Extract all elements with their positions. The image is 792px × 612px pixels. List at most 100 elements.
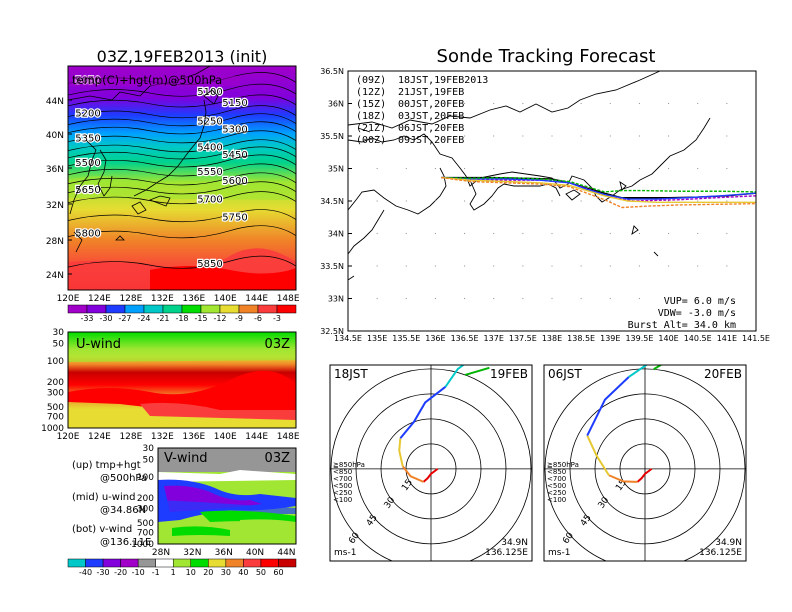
- tracking-lat-tick: 36N: [328, 100, 344, 109]
- grid-dot: [726, 167, 728, 170]
- grid-dot: [463, 232, 466, 235]
- uwind-lon-tick: 144E: [245, 432, 268, 442]
- colorbar-label: -27: [118, 314, 131, 323]
- tracking-lat-tick: 34.5N: [320, 197, 344, 206]
- grid-dot: [697, 297, 699, 300]
- grid-dot: [434, 167, 437, 170]
- track-legend-code: (18Z): [356, 111, 386, 122]
- map-lat-tick: 32N: [46, 201, 64, 211]
- hodo-unit: ms-1: [334, 548, 356, 558]
- contour-label: 5750: [222, 213, 247, 224]
- grid-dot: [551, 102, 553, 105]
- uwind-lon-tick: 148E: [277, 432, 300, 442]
- contour-label: 5850: [197, 259, 222, 270]
- hodograph-segment: [653, 365, 663, 371]
- contour-label: 5400: [197, 143, 222, 154]
- vwind-time: 03Z: [265, 451, 291, 466]
- grid-dot: [638, 135, 641, 137]
- map-lon-ticks: 120E 124E 128E 132E 136E 140E 144E 148E: [57, 294, 300, 304]
- grid-dot: [638, 167, 641, 170]
- colorbar-swatch: [238, 304, 259, 314]
- height-contour: [68, 191, 296, 205]
- vwind-p-tick: 500: [137, 519, 154, 529]
- colorbar-label: -3: [273, 314, 281, 323]
- colorbar2-label: -1: [152, 568, 160, 577]
- vwind-p-tick: 30: [143, 444, 155, 454]
- hodograph-segment: [586, 435, 610, 476]
- colorbar2-label: 40: [238, 568, 248, 577]
- wind-colorbar: -40 -30 -20 -10 -1 1 10 20 30 40 50 60: [67, 558, 297, 577]
- grid-dot: [638, 102, 641, 105]
- map-title: 03Z,19FEB2013 (init): [97, 47, 268, 66]
- colorbar2-label: -40: [79, 568, 92, 577]
- tracking-title: Sonde Tracking Forecast: [437, 46, 656, 67]
- hodograph-segment: [422, 468, 439, 483]
- tracking-map: (09Z) 18JST,19FEB2013 (12Z) 21JST,19FEB (15Z…: [348, 71, 756, 331]
- grid-dot: [726, 102, 728, 105]
- grid-dot: [405, 265, 407, 267]
- colorbar2-swatch: [278, 558, 297, 568]
- colorbar2-swatch: [208, 558, 227, 568]
- height-contour: [68, 83, 296, 97]
- hodo-time: 18JST: [334, 367, 368, 381]
- tracking-lat-tick: 34N: [328, 230, 344, 239]
- tracking-lat-tick: 33N: [328, 295, 344, 304]
- vwind-p-tick: 100: [137, 473, 154, 483]
- colorbar2-swatch: [102, 558, 121, 568]
- tracking-lon-tick: 136E: [425, 334, 445, 343]
- grid-dot: [434, 297, 437, 300]
- colorbar-swatch: [200, 304, 221, 314]
- grid-dot: [551, 232, 553, 235]
- colorbar-swatch: [181, 304, 202, 314]
- tracking-lon-tick: 139E: [600, 334, 620, 343]
- uwind-p-tick: 30: [53, 328, 65, 338]
- grid-dot: [609, 102, 611, 105]
- uwind-lon-tick: 120E: [57, 432, 80, 442]
- grid-dot: [580, 232, 582, 235]
- grid-dot: [580, 135, 582, 137]
- uwind-p-tick: 200: [47, 378, 64, 388]
- height-contour: [68, 154, 296, 168]
- uwind-lon-tick: 136E: [182, 432, 205, 442]
- grid-dot: [522, 135, 524, 137]
- launch-parameter: Burst Alt= 34.0 km: [628, 320, 736, 331]
- tracking-lon-tick: 135.5E: [392, 334, 420, 343]
- tracking-lat-tick: 35.5N: [320, 132, 344, 141]
- hodograph-frame: [543, 364, 747, 562]
- colorbar-swatch: [105, 304, 126, 314]
- colorbar2-label: 50: [256, 568, 266, 577]
- contour-label: 5800: [75, 229, 100, 240]
- grid-dot: [551, 167, 553, 170]
- grid-dot: [463, 200, 466, 202]
- grid-dot: [522, 167, 524, 170]
- track-legend-text: 21JST,19FEB: [398, 87, 464, 98]
- map-lon-tick: 132E: [151, 294, 174, 304]
- hodograph-segment: [608, 474, 638, 483]
- height-contour: [68, 113, 296, 127]
- legend-line-b: @34.86N: [100, 505, 146, 516]
- hodo-lat: 34.9N: [715, 538, 742, 548]
- colorbar2-label: 30: [221, 568, 231, 577]
- level-legend: <500: [547, 482, 566, 490]
- map-lon-tick: 148E: [277, 294, 300, 304]
- grid-dot: [522, 102, 524, 105]
- height-contour: [68, 94, 296, 108]
- vwind-lat-tick: 28N: [152, 548, 170, 558]
- vwind-frame: [157, 447, 297, 545]
- uwind-time: 03Z: [265, 337, 291, 352]
- contour-label: 5550: [197, 167, 222, 178]
- grid-dot: [463, 265, 466, 267]
- hodograph-segment: [399, 386, 447, 439]
- grid-dot: [405, 297, 407, 300]
- grid-dot: [726, 265, 728, 267]
- uwind-lon-tick: 128E: [119, 432, 142, 442]
- grid-dot: [463, 167, 466, 170]
- grid-dot: [580, 200, 582, 202]
- grid-dot: [726, 200, 728, 202]
- colorbar2-label: -20: [114, 568, 127, 577]
- colorbar2-swatch: [243, 558, 262, 568]
- grid-dot: [551, 265, 553, 267]
- tracking-lat-tick: 36.5N: [320, 67, 344, 76]
